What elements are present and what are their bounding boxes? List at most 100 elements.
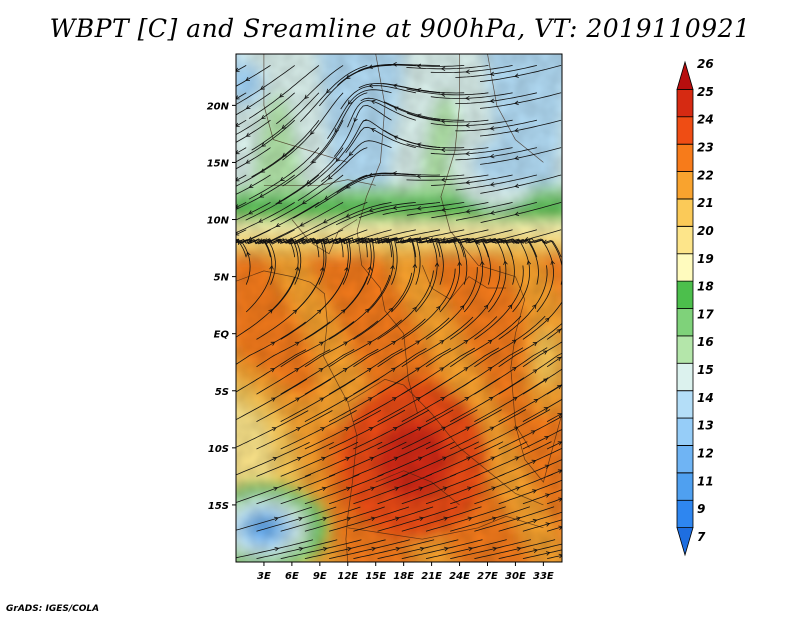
field-cell (441, 562, 446, 568)
field-cell (464, 43, 469, 49)
field-cell (227, 180, 232, 186)
field-cell (320, 43, 325, 49)
field-cell (348, 562, 353, 568)
field-cell (227, 494, 232, 500)
field-cell (418, 562, 423, 568)
field-cell (269, 562, 274, 568)
field-cell (357, 43, 362, 49)
field-cell (227, 311, 232, 317)
field-cell (227, 145, 232, 151)
field-cell (273, 568, 278, 574)
field-cell (227, 322, 232, 328)
field-cell (408, 43, 413, 49)
field-cell (264, 43, 269, 49)
field-cell (371, 43, 376, 49)
field-cell (385, 43, 390, 49)
field-cell (245, 43, 250, 49)
field-cell (329, 562, 334, 568)
field-cell (366, 43, 371, 49)
field-cell (325, 562, 330, 568)
field-cell (311, 43, 316, 49)
field-cell (245, 568, 250, 574)
field-cell (227, 534, 232, 540)
field-cell (227, 60, 232, 66)
field-cell (320, 562, 325, 568)
field-cell (339, 562, 344, 568)
field-cell (231, 43, 236, 49)
field-cell (259, 43, 264, 49)
field-cell (227, 379, 232, 385)
field-cell (278, 568, 283, 574)
field-cell (227, 516, 232, 522)
field-cell (227, 88, 232, 94)
field-cell (380, 43, 385, 49)
field-cell (227, 54, 232, 60)
field-cell (306, 43, 311, 49)
field-cell (227, 402, 232, 408)
field-cell (255, 43, 260, 49)
field-cell (408, 562, 413, 568)
field-cell (227, 305, 232, 311)
field-cell (227, 202, 232, 208)
field-cell (292, 562, 297, 568)
field-cell (455, 43, 460, 49)
field-cell (427, 43, 432, 49)
field-cell (311, 562, 316, 568)
field-cell (278, 562, 283, 568)
field-cell (227, 357, 232, 363)
field-cell (227, 134, 232, 140)
field-cell (297, 43, 302, 49)
field-cell (376, 43, 381, 49)
field-cell (227, 254, 232, 260)
field-cell (227, 408, 232, 414)
field-cell (227, 545, 232, 551)
field-cell (422, 43, 427, 49)
field-cell (227, 123, 232, 129)
field-cell (255, 562, 260, 568)
field-cell (413, 562, 418, 568)
field-cell (227, 294, 232, 300)
field-cell (227, 128, 232, 134)
field-cell (390, 562, 395, 568)
field-cell (352, 43, 357, 49)
field-cell (227, 242, 232, 248)
field-cell (264, 562, 269, 568)
field-cell (227, 522, 232, 528)
field-cell (278, 43, 283, 49)
field-cell (227, 208, 232, 214)
field-cell (227, 471, 232, 477)
field-cell (227, 185, 232, 191)
field-cell (450, 43, 455, 49)
field-cell (227, 465, 232, 471)
field-cell (334, 562, 339, 568)
field-cell (380, 562, 385, 568)
field-cell (362, 43, 367, 49)
field-cell (306, 568, 311, 574)
field-cell (297, 562, 302, 568)
field-cell (436, 43, 441, 49)
field-cell (227, 231, 232, 237)
field-cell (227, 299, 232, 305)
field-cell (236, 568, 241, 574)
field-cell (287, 43, 292, 49)
field-cell (227, 436, 232, 442)
field-cell (227, 345, 232, 351)
field-cell (404, 43, 409, 49)
field-cell (227, 414, 232, 420)
field-cell (227, 117, 232, 123)
field-cell (227, 237, 232, 243)
plot-area (227, 43, 562, 574)
field-cell (362, 562, 367, 568)
field-cell (301, 562, 306, 568)
field-cell (334, 43, 339, 49)
field-cell (227, 265, 232, 271)
field-cell (231, 568, 236, 574)
field-cell (227, 482, 232, 488)
field-cell (399, 43, 404, 49)
field-cell (227, 77, 232, 83)
field-cell (227, 43, 232, 49)
field-cell (446, 43, 451, 49)
field-cell (339, 43, 344, 49)
field-cell (227, 71, 232, 77)
field-cell (241, 568, 246, 574)
